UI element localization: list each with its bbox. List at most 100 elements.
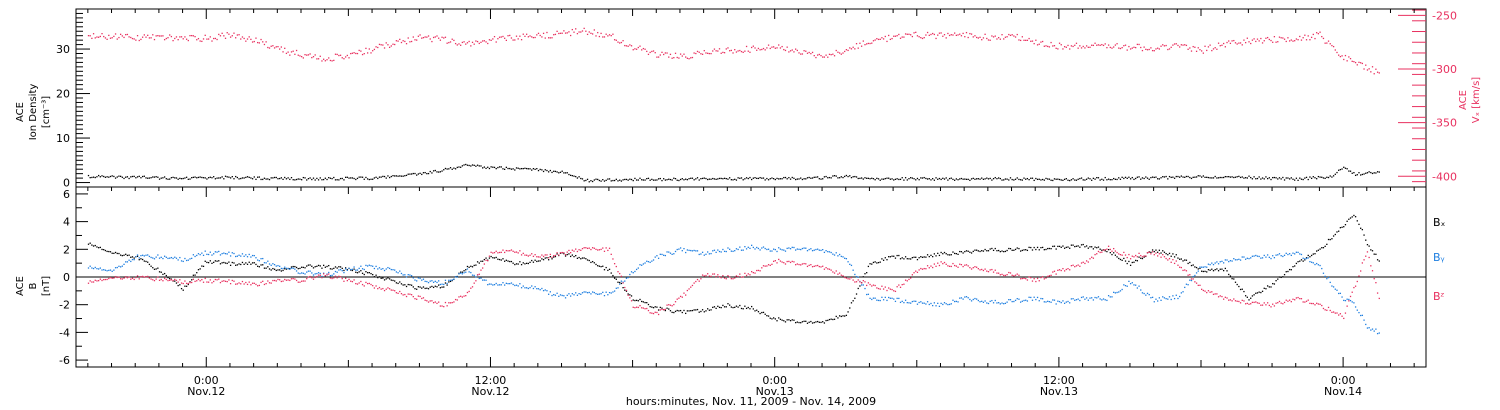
bx-point: [185, 285, 188, 287]
ion-density-point: [544, 169, 546, 171]
bz-point: [126, 277, 129, 279]
ion-density-point: [316, 177, 318, 180]
by-point: [825, 250, 827, 252]
vx-speed-point: [1373, 73, 1375, 75]
bx-point: [1290, 269, 1292, 271]
by-point: [976, 298, 978, 300]
ion-density-point: [1270, 178, 1272, 181]
bz-point: [108, 277, 110, 280]
vx-speed-point: [896, 35, 898, 37]
bx-point: [1114, 254, 1117, 256]
bz-point: [859, 281, 861, 283]
vx-speed-point: [289, 54, 291, 56]
ion-density-point: [663, 178, 665, 180]
by-point: [729, 248, 731, 250]
by-point: [700, 253, 702, 255]
bx-point: [370, 272, 372, 275]
bx-point: [253, 262, 255, 264]
ion-density-point: [1356, 174, 1358, 176]
bx-point: [1158, 249, 1161, 251]
ion-density-point: [1378, 171, 1380, 173]
bx-point: [480, 260, 482, 262]
ion-density-point: [229, 177, 232, 179]
bz-point: [229, 282, 232, 285]
bz-point: [1085, 260, 1088, 262]
vx-speed-point: [366, 52, 369, 54]
bx-point: [1143, 256, 1145, 258]
bx-point: [1214, 268, 1216, 271]
vx-speed-point: [671, 57, 673, 59]
vx-speed-point: [627, 45, 629, 47]
by-point: [1255, 254, 1257, 257]
ion-density-point: [942, 177, 944, 179]
bx-point: [713, 306, 716, 308]
vx-speed-point: [837, 51, 839, 53]
bx-point: [118, 252, 120, 255]
ion-density-point: [251, 178, 254, 180]
bz-point: [135, 276, 137, 279]
bz-point: [289, 279, 291, 282]
ion-density-point: [402, 175, 404, 177]
bx-point: [794, 321, 797, 324]
ion-density-point: [226, 176, 228, 178]
bx-point: [241, 261, 244, 264]
bz-point: [275, 280, 277, 282]
vx-speed-point: [101, 32, 103, 35]
bx-point: [184, 285, 186, 287]
by-point: [1063, 302, 1066, 304]
by-point: [822, 249, 824, 251]
vx-speed-point: [546, 31, 548, 34]
vx-speed-point: [823, 56, 826, 58]
by-point: [960, 297, 963, 299]
vx-speed-point: [297, 54, 299, 56]
vx-speed-point: [781, 45, 783, 48]
ion-density-point: [96, 176, 98, 178]
bz-point: [862, 279, 864, 282]
bx-point: [735, 305, 738, 307]
bz-point: [497, 252, 499, 254]
by-point: [796, 248, 798, 250]
by-point: [898, 297, 900, 300]
ion-density-point: [314, 179, 316, 181]
bx-point: [752, 308, 754, 310]
vx-speed-point: [984, 33, 986, 35]
bz-point: [1062, 267, 1064, 270]
bz-point: [1334, 312, 1336, 314]
bx-point: [766, 315, 768, 317]
by-point: [703, 254, 705, 256]
ion-density-point: [439, 171, 442, 173]
vx-speed-point: [894, 35, 897, 37]
by-point: [434, 280, 436, 283]
bx-point: [426, 287, 428, 289]
vx-speed-point: [1304, 34, 1306, 36]
by-point: [1153, 301, 1155, 303]
ion-density-point: [1353, 172, 1355, 174]
vx-speed-point: [463, 41, 465, 43]
bx-point: [959, 250, 961, 253]
bz-point: [461, 296, 464, 298]
vx-speed-point: [708, 52, 711, 55]
ion-density-point: [967, 178, 969, 181]
bottom-left-tick-label: -6: [59, 354, 70, 367]
ion-density-point: [693, 179, 695, 181]
ion-density-point: [581, 178, 584, 180]
bx-point: [328, 264, 330, 267]
bx-point: [290, 266, 293, 268]
ion-density-point: [185, 176, 188, 178]
by-point: [526, 287, 528, 289]
by-point: [938, 305, 941, 307]
bz-point: [1346, 305, 1348, 307]
bx-point: [260, 264, 262, 266]
by-point: [1016, 297, 1018, 300]
bz-point: [336, 277, 338, 279]
by-point: [569, 295, 572, 297]
vx-speed-point: [1102, 44, 1105, 47]
by-point: [465, 271, 467, 273]
bx-point: [470, 265, 472, 267]
by-point: [674, 250, 677, 253]
by-point: [641, 264, 643, 266]
ion-density-point: [458, 166, 460, 168]
bz-point: [263, 283, 266, 286]
by-point: [355, 269, 357, 271]
by-point: [1048, 301, 1051, 303]
